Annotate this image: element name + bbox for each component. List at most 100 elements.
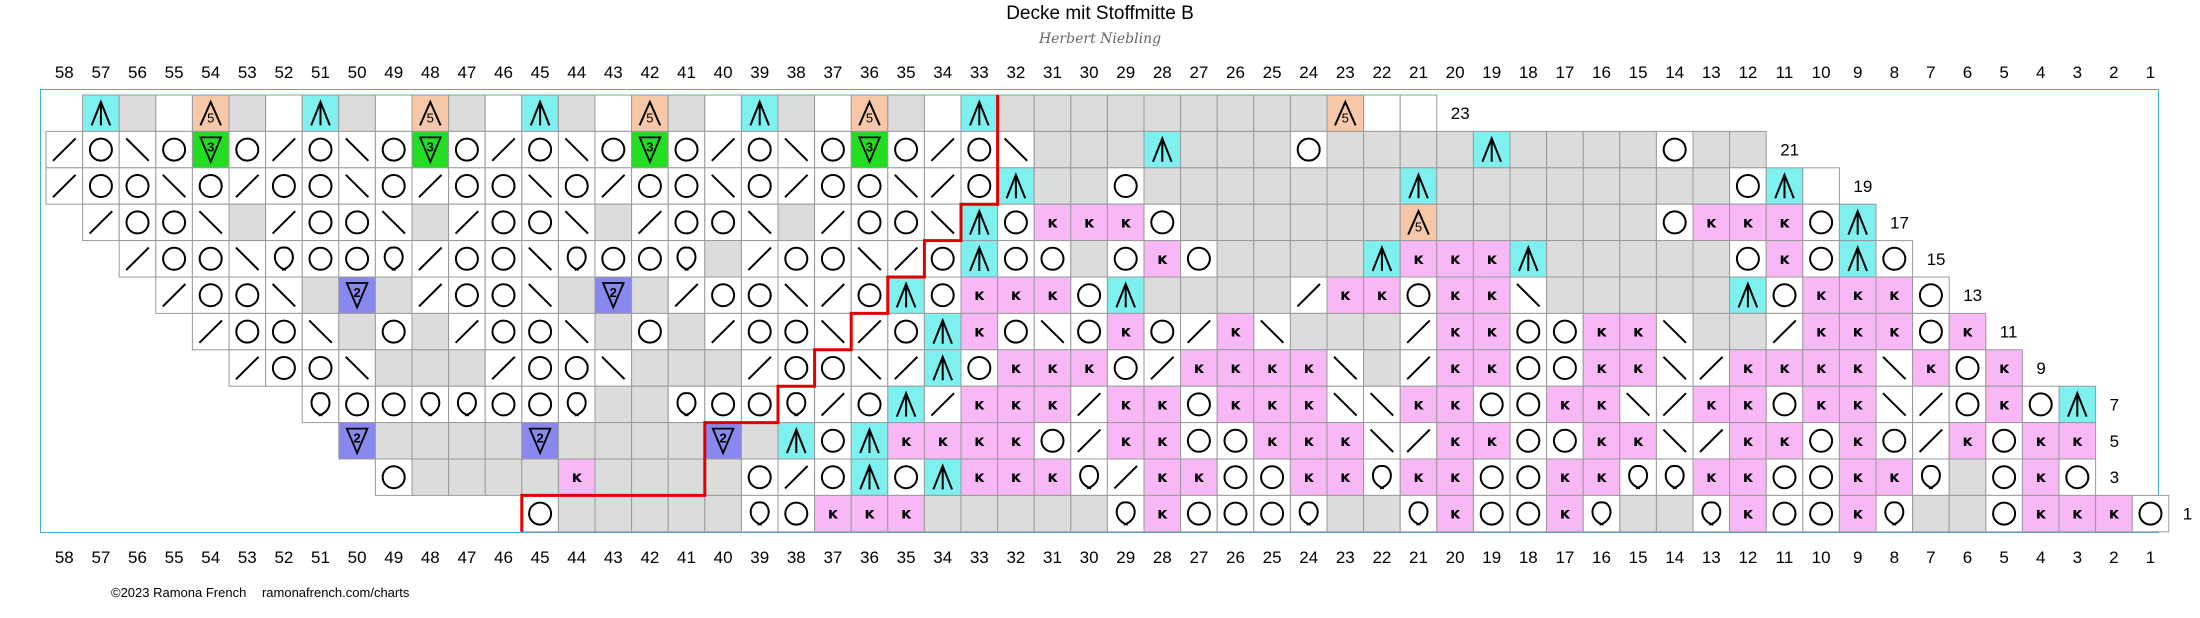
row-number: 21 (1780, 141, 1799, 160)
yarn-over-cell (521, 130, 559, 169)
column-label-bottom: 29 (1116, 548, 1135, 567)
ktbl-symbol: ĸ (1414, 395, 1425, 413)
yarn-over-cell (155, 130, 193, 169)
cell-background (1070, 276, 1108, 314)
cell-background (887, 458, 925, 496)
yo-symbol (308, 356, 333, 380)
k2tog-cell (484, 349, 523, 387)
yarn-over-cell (814, 422, 852, 460)
no-stitch-cell (594, 422, 633, 460)
ktbl-symbol: ĸ (1853, 505, 1864, 523)
cell-background (1289, 167, 1328, 205)
cell-background (1619, 422, 1657, 460)
ktbl-cell: ĸ (960, 312, 999, 351)
yo-symbol (1223, 428, 1248, 453)
yo-symbol (1809, 210, 1834, 235)
k2tog-cell (484, 130, 523, 169)
ktbl-symbol: ĸ (1560, 395, 1571, 413)
ktbl-symbol: ĸ (1048, 468, 1059, 486)
cell-background (1326, 203, 1365, 242)
k2tog-cell (740, 240, 779, 278)
cell-background (667, 349, 706, 387)
cell-background (1399, 240, 1438, 278)
no-stitch-cell (594, 203, 633, 242)
k2tog-cell (1692, 422, 1731, 460)
cell-background (374, 458, 413, 496)
yarn-over-cell (301, 167, 340, 205)
cell-background (191, 167, 230, 205)
cell-background (1033, 276, 1072, 314)
k2tog-symbol (1077, 392, 1102, 417)
ktbl-cell: ĸ (1802, 276, 1840, 314)
k2tog-symbol (418, 174, 443, 198)
ktbl-cell: ĸ (1838, 422, 1877, 460)
cell-background (1948, 422, 1987, 460)
no-stitch-cell (1692, 312, 1731, 351)
cell-background (997, 494, 1035, 533)
two-inc-cell: 2 (521, 422, 559, 460)
cell-background (1692, 276, 1731, 314)
ktbl-symbol: ĸ (1048, 359, 1059, 377)
five-dec-number: 5 (1342, 110, 1349, 125)
cell-background (557, 167, 596, 205)
yo-symbol (271, 319, 296, 344)
no-stitch-cell (1033, 167, 1072, 205)
column-label-top: 51 (311, 63, 330, 82)
cdd-symbol (969, 99, 990, 126)
knit-cell (265, 94, 303, 132)
yarn-over-cell (1509, 349, 1548, 387)
cdd-cell (850, 458, 889, 496)
ktbl-cell: ĸ (960, 276, 999, 314)
no-stitch-cell (1619, 240, 1657, 278)
yarn-over-cell (631, 240, 669, 278)
ssk-cell (118, 130, 157, 169)
cell-background (1655, 240, 1694, 278)
yarn-over-cell (338, 203, 376, 242)
column-label-top: 31 (1043, 63, 1062, 82)
yarn-over-cell (484, 240, 523, 278)
cell-background (1692, 385, 1731, 424)
cell-background (521, 385, 559, 424)
five-dec-symbol (638, 99, 662, 126)
ktbl-symbol: ĸ (1487, 250, 1498, 268)
ktbl-cell: ĸ (1436, 240, 1474, 278)
yo-symbol (1552, 428, 1577, 453)
no-stitch-cell (1216, 167, 1255, 205)
ktbl-cell: ĸ (1216, 385, 1255, 424)
cdd-cell (1472, 130, 1511, 169)
k2tog-cell (228, 349, 267, 387)
ktbl-symbol: ĸ (1414, 468, 1425, 486)
yo-symbol (747, 283, 772, 308)
k2tog-cell (740, 349, 779, 387)
yarn-over-cell (484, 312, 523, 351)
ktbl-cell: ĸ (1436, 422, 1474, 460)
no-stitch-cell (1289, 240, 1328, 278)
chart-frame (40, 89, 2159, 533)
ktbl-cell: ĸ (1399, 458, 1438, 496)
cell-background (1033, 494, 1072, 533)
cell-background (850, 385, 889, 424)
yo-symbol (894, 465, 919, 490)
five-dec-symbol (1334, 99, 1357, 126)
cdd-cell (960, 203, 999, 242)
column-label-bottom: 44 (567, 548, 586, 567)
cell-background (301, 203, 340, 242)
cell-background (2095, 494, 2133, 533)
yo-symbol (1260, 465, 1285, 490)
yo-symbol (674, 210, 699, 235)
no-stitch-cell (1180, 167, 1218, 205)
cell-background (960, 167, 999, 205)
k2tog-cell (1399, 312, 1438, 351)
no-stitch-cell (1509, 167, 1548, 205)
cell-background (1436, 494, 1474, 533)
ktbl-cell: ĸ (1436, 276, 1474, 314)
k2tog-symbol (784, 465, 809, 490)
cell-background (1070, 312, 1108, 351)
cell-background (1399, 276, 1438, 314)
ktbl-cell: ĸ (1326, 422, 1365, 460)
yo-symbol (1186, 501, 1211, 526)
ktbl-cell: ĸ (2095, 494, 2133, 533)
cell-background (1216, 203, 1255, 242)
cdd-symbol (895, 281, 917, 308)
yo-symbol (1918, 319, 1943, 344)
